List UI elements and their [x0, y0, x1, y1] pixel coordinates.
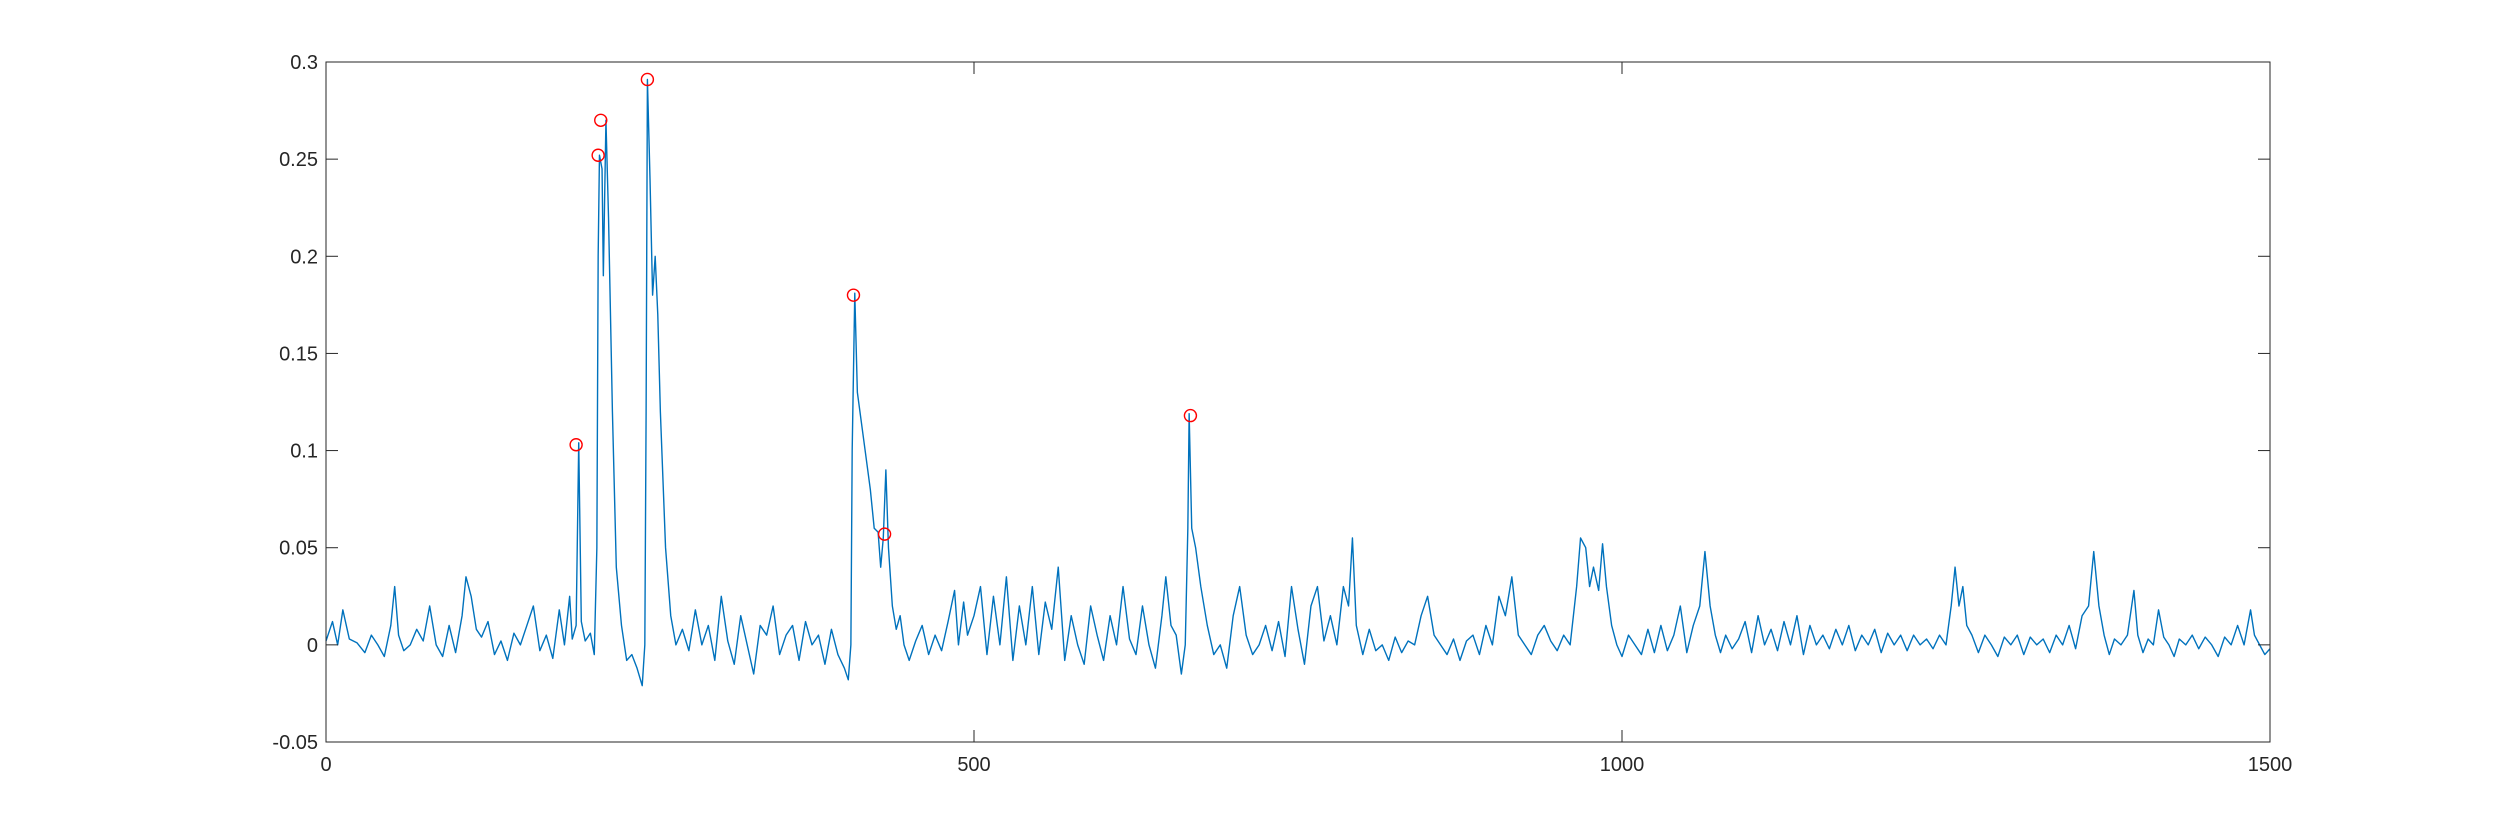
- x-tick-label-0: 0: [320, 754, 331, 776]
- y-tick-label-0: -0.05: [272, 732, 318, 754]
- peak-marker-2: [594, 113, 608, 127]
- y-tick-label-5: 0.2: [290, 246, 318, 268]
- axes-box: [325, 61, 2271, 743]
- y-tick-label-2: 0.05: [279, 538, 318, 560]
- x-tick-label-1: 500: [957, 754, 990, 776]
- y-tick-label-4: 0.15: [279, 343, 318, 365]
- x-tick-label-3: 1500: [2248, 754, 2293, 776]
- y-tick-label-1: 0: [307, 635, 318, 657]
- peak-marker-0: [569, 438, 583, 452]
- x-tick-label-2: 1000: [1600, 754, 1645, 776]
- peak-marker-6: [1183, 408, 1198, 423]
- series-line: [325, 78, 2271, 687]
- peak-marker-5: [877, 527, 892, 541]
- y-tick-label-7: 0.3: [290, 52, 318, 74]
- peak-marker-1: [591, 148, 605, 162]
- peak-marker-3: [640, 72, 655, 87]
- y-tick-label-3: 0.1: [290, 441, 318, 463]
- y-tick-label-6: 0.25: [279, 149, 318, 171]
- peak-marker-4: [846, 288, 861, 302]
